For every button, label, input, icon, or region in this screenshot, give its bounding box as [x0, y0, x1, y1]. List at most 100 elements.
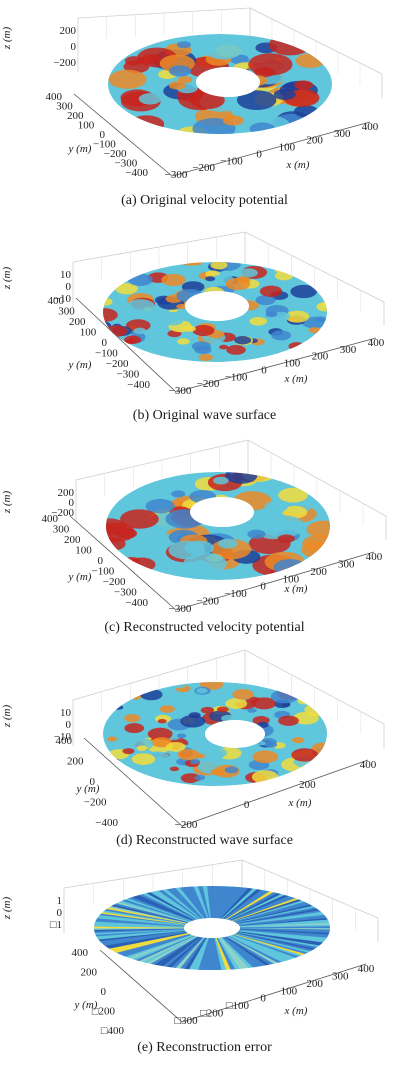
surface-patch: [171, 490, 186, 498]
surface-patch: [125, 319, 151, 332]
surface-patch: [270, 689, 299, 704]
surface-patch: [181, 262, 197, 266]
surface-patch: [234, 336, 252, 345]
surface-patch: [177, 338, 190, 345]
panel-b: 10 0 −10 z (m) 400 300 200 100 0 −100 −200 −300 −400…: [0, 212, 409, 430]
panel-a: 200 0 −200 z (m) 400 300 200 100 0 −100 −200 −300 −4…: [0, 0, 409, 212]
x-tick-label: 400: [360, 759, 377, 771]
z-tick-label: □1: [50, 919, 62, 931]
x-tick-label: □200: [200, 1008, 224, 1020]
surface-patch: [216, 262, 226, 263]
z-tick-label: −200: [53, 57, 76, 69]
surface-patch: [265, 741, 278, 748]
z-tick-label: 200: [58, 487, 75, 499]
surface-c: [106, 472, 330, 580]
surface-patch: [115, 283, 138, 295]
surface-patch: [219, 344, 229, 350]
surface-patch: [190, 91, 225, 110]
surface-patch: [191, 341, 211, 351]
surface-e: [94, 886, 330, 970]
surface-patch: [128, 115, 165, 133]
y-tick-label: 200: [67, 756, 84, 768]
x-tick-label: 300: [332, 970, 349, 982]
surface-patch: [225, 698, 248, 710]
surface-patch: [247, 529, 266, 539]
x-axis-title: x (m): [284, 1005, 308, 1017]
y-tick-label: −300: [114, 587, 137, 599]
y-tick-label: □400: [101, 1025, 125, 1036]
surface-hole: [190, 497, 254, 527]
surface-patch: [226, 345, 246, 355]
x-tick-label: 300: [334, 128, 351, 140]
z-axis-title: z (m): [1, 491, 13, 515]
surface-patch: [210, 262, 228, 270]
surface-patch: [170, 682, 187, 689]
y-tick-label: 0: [102, 337, 108, 349]
surface-patch: [247, 708, 257, 713]
surface-patch: [163, 315, 184, 326]
surface-patch: [291, 737, 305, 744]
surface-patch: [303, 724, 327, 738]
panel-c: 200 0 −200 z (m) 400 300 200 100 0 −100 −200 −300 −4…: [0, 430, 409, 648]
x-tick-label: 200: [299, 779, 316, 791]
x-tick-label: −300: [169, 603, 192, 615]
x-tick-label: 300: [340, 344, 357, 356]
surface-patch: [278, 715, 299, 726]
y-tick-label: □200: [92, 1006, 116, 1018]
x-axis-title: x (m): [286, 159, 310, 171]
y-axis-title: y (m): [76, 783, 100, 795]
z-tick-label: 10: [60, 707, 72, 719]
z-tick-label: −10: [54, 293, 72, 305]
y-tick-label: 200: [69, 316, 86, 328]
y-axis-title: y (m): [68, 359, 92, 371]
surface-patch: [249, 316, 267, 326]
y-axis-line: [75, 297, 177, 393]
surface-patch: [176, 733, 187, 739]
surface-patch: [131, 753, 156, 765]
surface-patch: [177, 76, 193, 84]
x-axis-line: [181, 759, 369, 827]
y-tick-label: −400: [125, 167, 148, 179]
x-tick-label: 0: [244, 799, 250, 811]
x-axis-line: [175, 337, 377, 393]
z-axis-title: z (m): [1, 27, 13, 51]
surface-patch: [127, 557, 156, 572]
surface-patch: [293, 105, 319, 118]
surface-patch: [216, 706, 229, 713]
surface-patch: [297, 697, 312, 705]
surface-patch: [232, 689, 254, 700]
x-tick-label: 100: [279, 142, 296, 154]
surface-patch: [151, 737, 172, 748]
surface-patch: [248, 53, 293, 76]
y-axis-title: y (m): [68, 143, 92, 155]
surface-patch: [252, 697, 277, 710]
surface-patch: [169, 766, 179, 772]
y-tick-label: 400: [46, 91, 63, 103]
y-axis-line: [73, 93, 173, 177]
surface-patch: [190, 759, 201, 765]
surface-patch: [124, 335, 142, 344]
surface-patch: [168, 541, 206, 560]
y-tick-label: 300: [58, 306, 75, 318]
surface-patch: [295, 53, 325, 68]
caption-b: (b) Original wave surface: [132, 408, 277, 423]
x-tick-label: 100: [284, 358, 301, 370]
surface-patch: [145, 498, 175, 514]
surface-fill: [94, 886, 330, 970]
surface-fill: [103, 262, 327, 362]
x-tick-label: −100: [220, 155, 243, 167]
z-tick-label: −200: [51, 507, 74, 519]
x-tick-label: 300: [338, 558, 355, 570]
y-tick-label: −200: [106, 358, 129, 370]
surface-patch: [120, 509, 159, 529]
surface-patch: [168, 81, 186, 90]
surface-patch: [205, 276, 216, 282]
x-axis-line: [175, 551, 375, 611]
caption-a: (a) Original velocity potential: [121, 193, 288, 208]
surface-patch: [198, 353, 213, 362]
y-tick-label: 400: [42, 513, 59, 525]
